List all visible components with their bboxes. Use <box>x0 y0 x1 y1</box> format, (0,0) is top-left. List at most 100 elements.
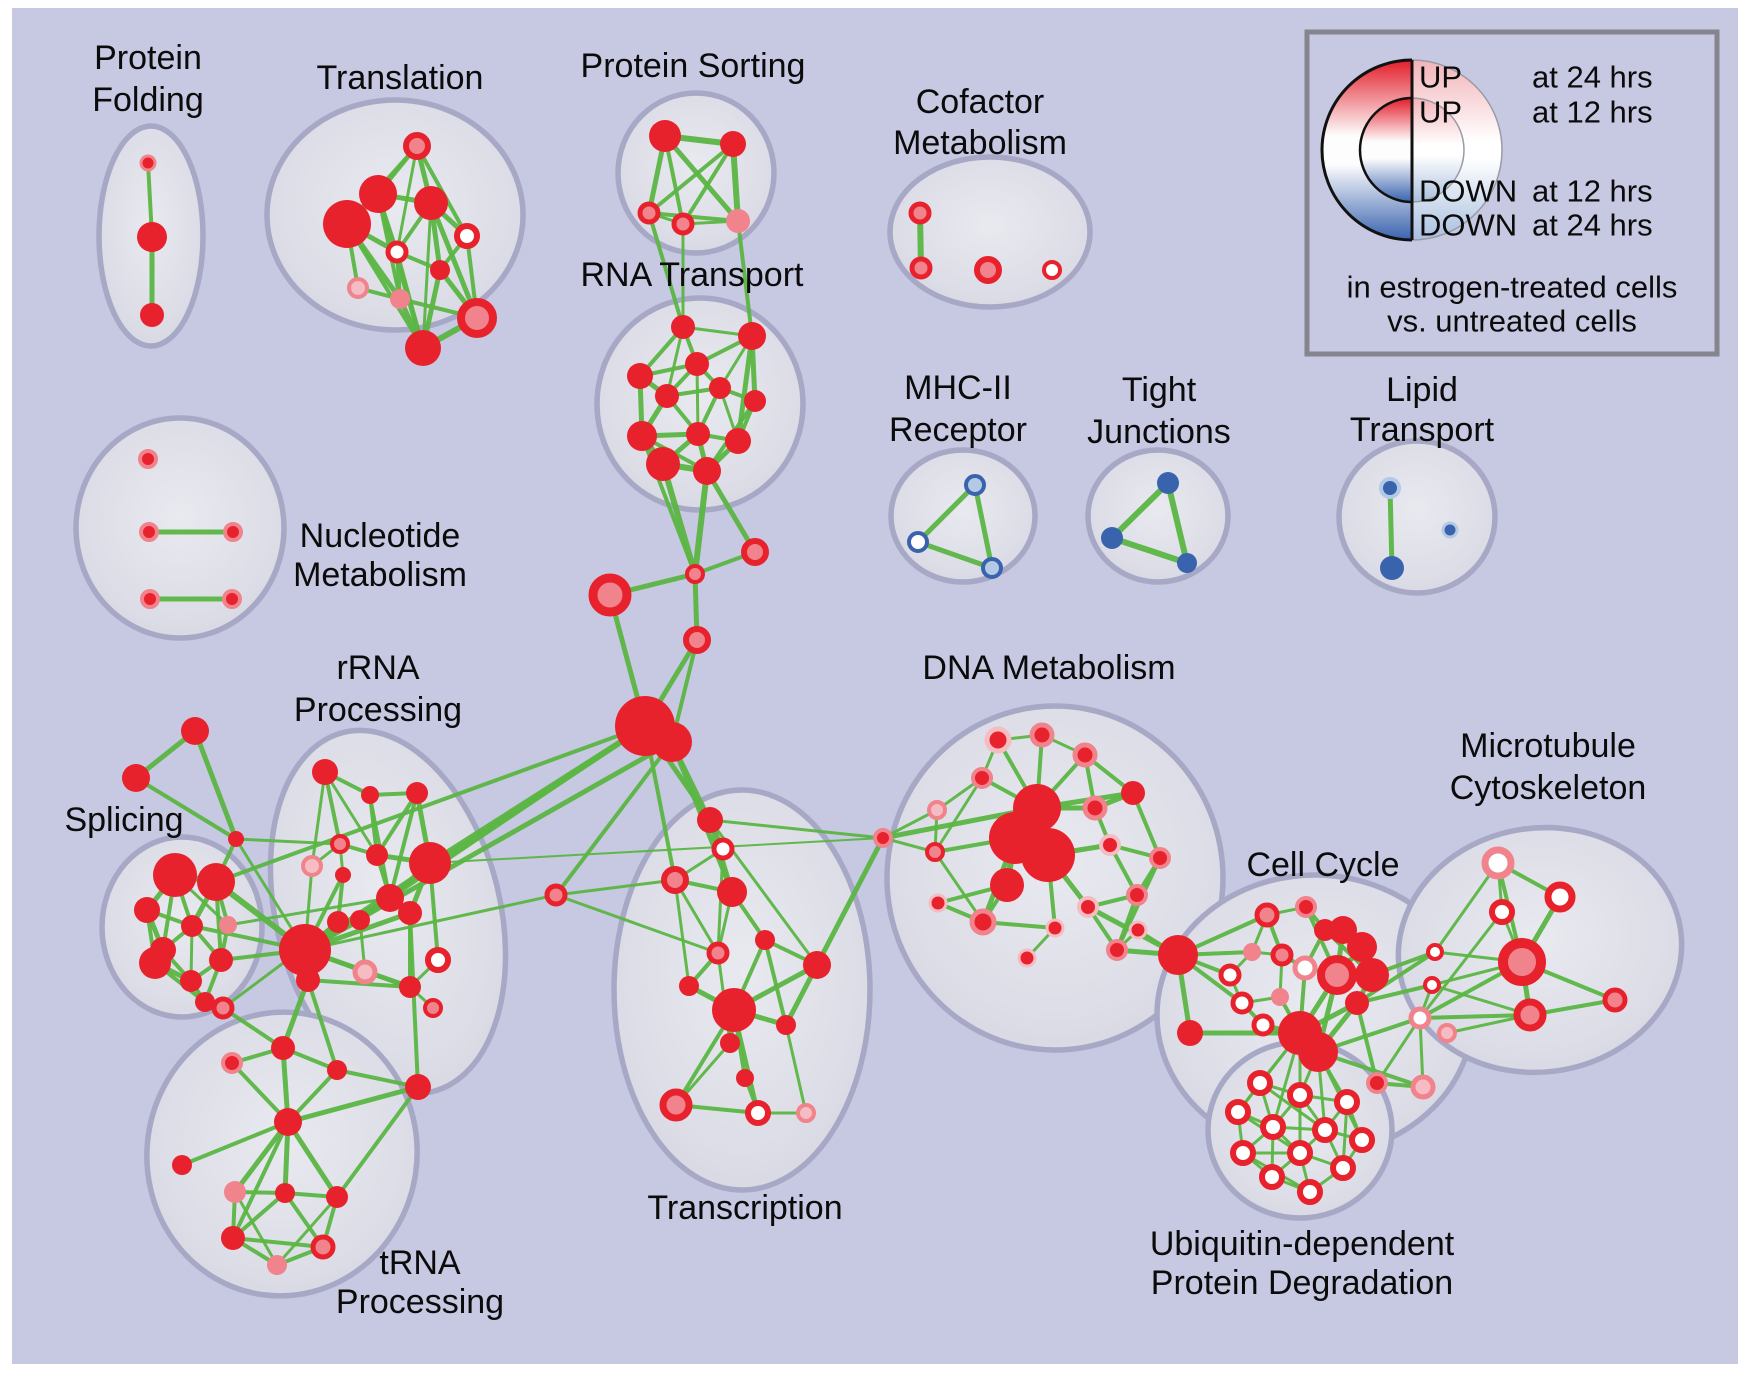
network-edge <box>1109 535 1190 566</box>
cluster-ellipse-tight-junctions <box>1085 447 1231 585</box>
network-node <box>544 883 568 907</box>
network-node <box>1317 955 1357 995</box>
network-node <box>1298 1032 1338 1072</box>
network-edge <box>915 539 995 571</box>
cluster-ellipse-mhc-ii-receptor <box>888 447 1038 585</box>
network-node <box>720 131 746 157</box>
network-node <box>1426 943 1444 961</box>
cluster-label-rrna-processing-line-2: Processing <box>294 691 462 729</box>
cluster-labels-layer: Protein Folding Translation Protein Sorting… <box>64 39 1646 1321</box>
network-node <box>1243 943 1261 961</box>
network-edge <box>1387 485 1395 571</box>
network-edge <box>303 893 558 952</box>
network-node <box>1481 846 1515 880</box>
network-node <box>385 240 409 264</box>
network-node <box>974 256 1002 284</box>
network-node <box>327 1060 347 1080</box>
cluster-ellipse-trna-processing <box>144 1009 420 1299</box>
network-edge <box>192 728 239 842</box>
network-node <box>725 428 751 454</box>
network-node <box>925 842 945 862</box>
network-edge <box>408 911 420 1089</box>
network-node <box>1312 1117 1338 1143</box>
network-node <box>1042 260 1062 280</box>
network-edge <box>323 770 379 857</box>
network-node <box>1121 781 1145 805</box>
legend-row-label-4: DOWN <box>1419 208 1517 243</box>
network-edge <box>1109 480 1171 541</box>
network-node <box>330 834 350 854</box>
network-node <box>588 573 632 617</box>
network-edge <box>345 222 425 350</box>
network-edge <box>232 1119 291 1195</box>
network-node <box>323 200 371 248</box>
cluster-label-tight-junctions-line-1: Tight <box>1122 371 1197 409</box>
network-edge <box>1418 1013 1532 1020</box>
network-node <box>709 377 731 399</box>
network-edge <box>421 201 433 350</box>
network-edge <box>428 200 480 321</box>
cluster-ellipse-nucleotide-metabolism <box>73 415 287 641</box>
network-edge <box>1355 1001 1379 1085</box>
network-edge <box>233 1190 279 1267</box>
network-node <box>1355 958 1389 992</box>
network-edge <box>1433 861 1500 954</box>
network-node <box>1330 1155 1356 1181</box>
cluster-label-cell-cycle-line-1: Cell Cycle <box>1246 846 1399 884</box>
network-edge <box>972 482 995 571</box>
network-edge <box>647 142 735 215</box>
legend-row-time-4: at 24 hrs <box>1532 208 1653 243</box>
cluster-label-protein-folding-line-2: Folding <box>92 81 204 119</box>
network-node <box>1544 881 1576 913</box>
network-node <box>274 1108 302 1136</box>
network-node <box>430 260 450 280</box>
network-node <box>736 1069 754 1087</box>
network-node <box>140 589 160 609</box>
network-node <box>697 807 723 833</box>
network-node <box>1379 477 1401 499</box>
network-node <box>1021 828 1075 882</box>
network-node <box>312 759 338 785</box>
cluster-label-lipid-transport-line-1: Lipid <box>1386 371 1458 409</box>
network-edge <box>310 770 327 868</box>
legend-row-time-2: at 12 hrs <box>1532 95 1653 130</box>
network-edge <box>134 776 238 841</box>
network-node <box>1380 556 1404 580</box>
network-node <box>927 800 947 820</box>
network-edge <box>933 776 984 854</box>
network-edge <box>673 878 691 988</box>
cluster-label-ubiquitin-degradation-line-1: Ubiquitin-dependent <box>1150 1225 1455 1263</box>
legend-inner-left-half <box>1360 98 1412 202</box>
network-node <box>909 256 933 280</box>
network-node <box>327 911 349 933</box>
legend-row-label-1: UP <box>1419 60 1462 95</box>
network-node <box>224 1181 246 1203</box>
network-edge <box>306 978 412 989</box>
legend-inner-right-half <box>1412 98 1464 202</box>
network-edge <box>275 1195 339 1267</box>
network-edge <box>335 1085 420 1199</box>
network-node <box>1158 935 1198 975</box>
network-node <box>301 855 323 877</box>
network-node <box>671 315 695 339</box>
network-edge <box>1355 950 1437 1005</box>
cluster-ellipse-lipid-transport <box>1336 438 1498 596</box>
network-node <box>310 1234 336 1260</box>
legend-rows: UP at 24 hrs UP at 12 hrs DOWN at 12 hrs… <box>1419 60 1653 243</box>
legend-inner-left-outline <box>1358 96 1413 204</box>
cluster-label-trna-processing-line-2: Processing <box>336 1283 504 1321</box>
network-node <box>195 992 215 1012</box>
network-edge <box>1375 1016 1422 1085</box>
network-node <box>267 1255 287 1275</box>
network-node <box>1410 1074 1436 1100</box>
network-node <box>928 893 948 913</box>
network-node <box>181 717 209 745</box>
network-node <box>1157 472 1179 494</box>
network-node <box>1072 742 1098 768</box>
network-node <box>197 863 235 901</box>
network-node <box>347 277 369 299</box>
legend-row-label-2: UP <box>1419 95 1462 130</box>
legend-row-label-3: DOWN <box>1419 174 1517 209</box>
network-node <box>1106 939 1128 961</box>
network-edge <box>1165 480 1190 566</box>
